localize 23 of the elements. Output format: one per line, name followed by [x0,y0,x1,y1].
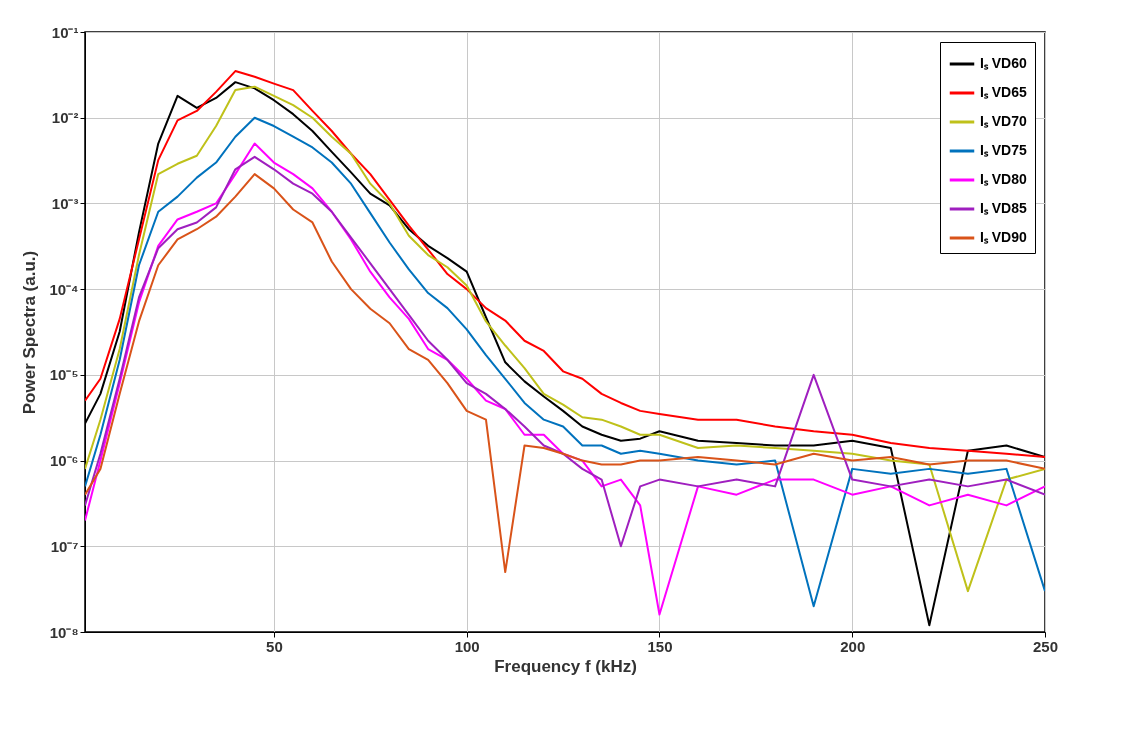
y-tick-label: 10⁻⁶ [49,452,79,470]
y-tick-label: 10⁻¹ [51,23,79,41]
y-tick-label: 10⁻⁴ [49,280,79,298]
legend-label: Iₛ VD90 [980,229,1028,245]
legend-label: Iₛ VD70 [980,113,1028,129]
x-tick-label: 250 [1032,637,1059,655]
x-tick-label: 200 [840,637,866,655]
y-tick-label: 10⁻³ [51,194,79,212]
y-tick-label: 10⁻² [51,109,79,127]
x-tick-label: 150 [647,637,673,655]
x-tick-label: 50 [266,637,283,655]
y-axis-title: Power Spectra (a.u.) [20,250,40,415]
y-tick-label: 10⁻⁸ [49,623,79,641]
legend-label: Iₛ VD85 [980,200,1028,216]
legend-label: Iₛ VD75 [980,142,1028,158]
y-tick-label: 10⁻⁵ [49,366,79,384]
line-series [85,70,1045,459]
x-axis-title: Frequency f (kHz) [494,656,637,676]
legend-label: Iₛ VD80 [980,171,1028,187]
y-tick-label: 10⁻⁷ [50,537,79,555]
legend-label: Iₛ VD65 [980,84,1028,100]
legend-label: Iₛ VD60 [980,55,1028,71]
x-tick-label: 100 [454,637,480,655]
